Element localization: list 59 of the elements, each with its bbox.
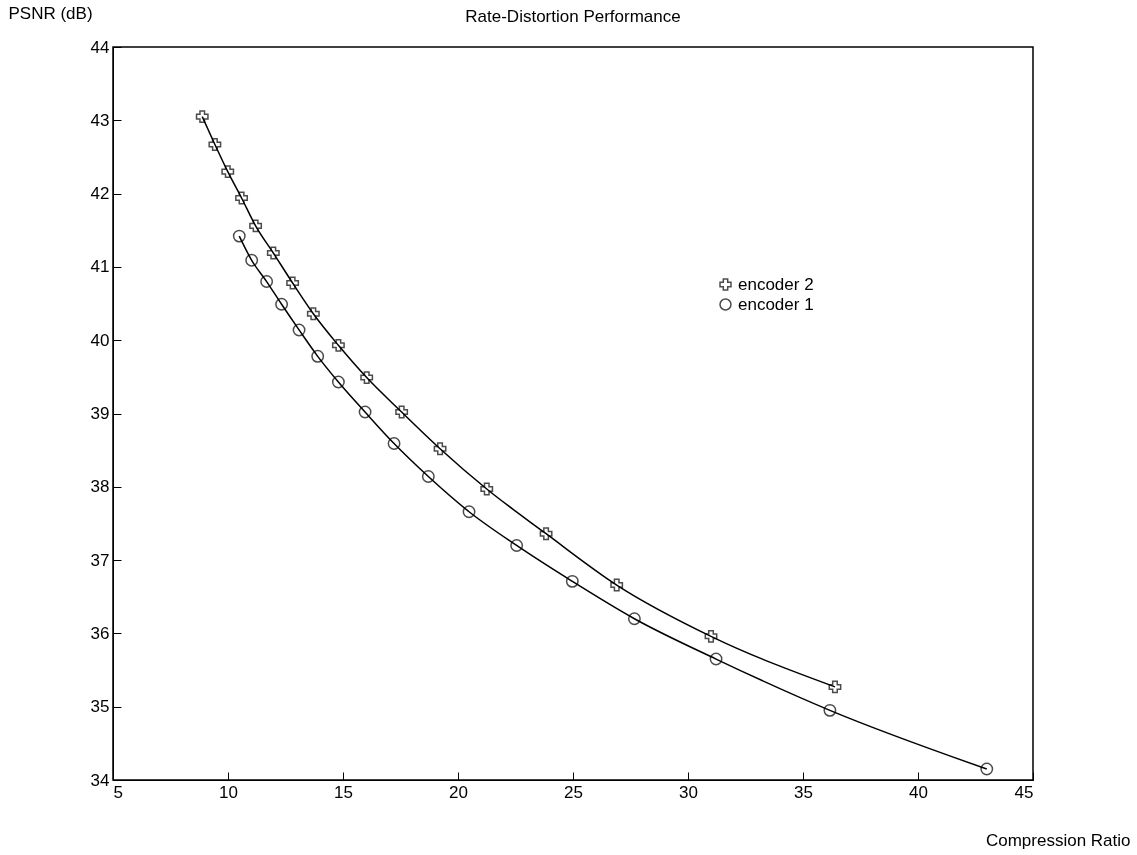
- y-axis-title: PSNR (dB): [8, 3, 93, 23]
- point: [387, 437, 401, 450]
- point: [195, 110, 209, 124]
- point: [208, 138, 222, 151]
- y-tick-label: 40: [90, 330, 110, 350]
- y-tick-label: 44: [90, 37, 110, 57]
- point: [360, 371, 374, 385]
- point: [292, 323, 306, 337]
- point: [266, 246, 280, 260]
- legend-label: encoder 2: [738, 274, 814, 294]
- x-tick-label: 20: [449, 782, 468, 802]
- point: [610, 578, 624, 592]
- x-tick-label: 40: [909, 782, 928, 802]
- point: [221, 165, 235, 179]
- legend-label: encoder 1: [738, 294, 814, 314]
- x-tick-label: 15: [334, 782, 353, 802]
- point: [828, 680, 842, 694]
- chart-title: Rate-Distortion Performance: [465, 7, 681, 26]
- x-tick-label: 10: [219, 782, 238, 802]
- point: [331, 375, 345, 389]
- y-tick-label: 39: [90, 404, 110, 423]
- x-tick-label: 35: [794, 782, 813, 802]
- point: [480, 482, 494, 496]
- y-tick-label: 35: [90, 697, 110, 717]
- point: [331, 338, 345, 352]
- point: [249, 219, 263, 233]
- point: [275, 297, 289, 311]
- point: [421, 470, 435, 483]
- point: [306, 307, 320, 321]
- y-tick-label: 41: [90, 257, 110, 277]
- y-tick-label: 36: [90, 623, 110, 643]
- point: [704, 629, 718, 643]
- point: [358, 405, 372, 419]
- point: [311, 349, 325, 363]
- x-tick-label: 45: [1014, 782, 1034, 802]
- point: [539, 527, 553, 541]
- y-tick-label: 38: [90, 477, 110, 497]
- point: [260, 275, 274, 288]
- point: [823, 703, 837, 717]
- y-tick-label: 42: [90, 184, 110, 204]
- point: [510, 539, 524, 552]
- y-tick-label: 43: [90, 110, 110, 130]
- point: [709, 652, 723, 666]
- point: [286, 276, 300, 290]
- point: [245, 253, 259, 267]
- point: [462, 505, 476, 519]
- y-tick-label: 37: [90, 550, 110, 570]
- x-tick-label: 25: [564, 782, 583, 802]
- point: [232, 229, 246, 243]
- y-tick-label: 34: [90, 770, 110, 790]
- point: [627, 612, 641, 626]
- x-tick-label: 5: [113, 782, 123, 802]
- point: [565, 574, 579, 588]
- x-axis-title: Compression Ratio: [985, 830, 1131, 850]
- point: [980, 762, 994, 776]
- point: [433, 442, 447, 456]
- x-tick-label: 30: [679, 782, 698, 802]
- point: [395, 405, 409, 419]
- point: [235, 191, 249, 205]
